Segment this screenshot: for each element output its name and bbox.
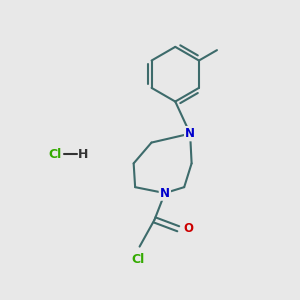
Text: N: N <box>185 127 195 140</box>
Text: Cl: Cl <box>131 253 145 266</box>
Text: H: H <box>78 148 88 161</box>
Text: N: N <box>160 187 170 200</box>
Text: Cl: Cl <box>48 148 62 161</box>
Text: O: O <box>184 222 194 235</box>
